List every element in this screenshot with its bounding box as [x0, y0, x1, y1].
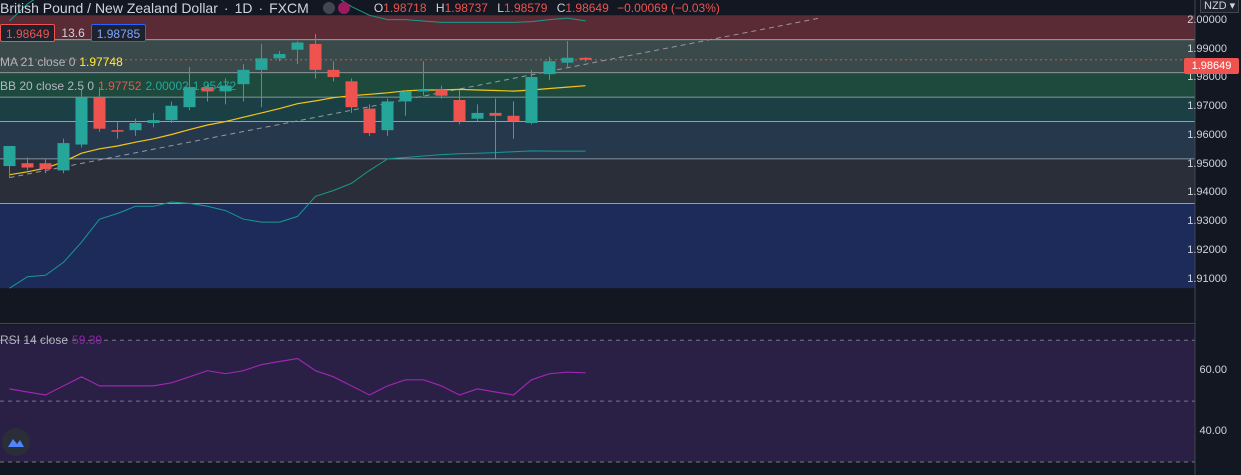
- ma-line: [9, 85, 586, 176]
- candle-body: [219, 85, 232, 92]
- rsi-line: [9, 357, 586, 396]
- zone-band: [0, 121, 1195, 159]
- price-tick-label: 1.91000: [1187, 272, 1227, 285]
- high-value: 1.98737: [444, 1, 488, 15]
- candle-body: [579, 57, 592, 60]
- bb-lower-value: 1.95472: [192, 79, 237, 93]
- candle-body: [201, 87, 214, 92]
- candle-body: [471, 112, 484, 119]
- price-tick-label: 1.99000: [1187, 42, 1227, 55]
- ohlc-readout: O1.98718 H1.98737 L1.98579 C1.98649 −0.0…: [373, 1, 720, 15]
- candle-body: [39, 163, 52, 169]
- candle-body: [561, 57, 574, 63]
- candle-body: [453, 100, 466, 122]
- zone-band: [0, 158, 1195, 204]
- bb-upper-line: [9, 0, 586, 23]
- candle-body: [129, 122, 142, 131]
- price-tick-label: 2.00000: [1187, 14, 1227, 26]
- candle-body: [75, 97, 88, 145]
- bb-lower-line: [9, 150, 586, 289]
- rsi-value: 59.30: [72, 333, 103, 347]
- bb-upper-value: 2.00002: [145, 79, 189, 93]
- candle-body: [507, 115, 520, 122]
- price-tick-label: 1.97000: [1187, 100, 1227, 113]
- candle-body: [57, 143, 70, 171]
- status-dot-icon: [337, 2, 350, 14]
- price-tick-label: 1.94000: [1187, 186, 1227, 199]
- trade-buttons: 1.98649 13.6 1.98785: [0, 24, 147, 42]
- buy-button[interactable]: 1.98785: [90, 24, 147, 42]
- candle-body: [237, 69, 250, 85]
- zone-band: [0, 72, 1195, 98]
- price-tick-label: 1.96000: [1187, 128, 1227, 141]
- candle-body: [525, 77, 538, 123]
- zone-band: [0, 203, 1195, 289]
- ma-value: 1.97748: [79, 55, 123, 69]
- current-price-label: 1.98649: [1184, 58, 1239, 74]
- candle-body: [327, 69, 340, 78]
- candle-body: [489, 112, 502, 116]
- rsi-tick-label: 60.00: [1199, 363, 1227, 376]
- candle-body: [3, 145, 16, 167]
- zone-band: [0, 15, 1195, 40]
- spread-value: 13.6: [61, 26, 85, 40]
- candle-body: [273, 54, 286, 59]
- candle-body: [345, 81, 358, 108]
- candle-body: [435, 89, 448, 96]
- trend-line: [9, 17, 820, 179]
- ma-label: MA 21 close 0: [0, 55, 76, 69]
- candle-body: [147, 120, 160, 123]
- bb-basis-value: 1.97752: [98, 79, 142, 93]
- sell-button[interactable]: 1.98649: [0, 24, 56, 42]
- zone-band: [0, 97, 1195, 122]
- rsi-label: RSI 14 close: [0, 333, 69, 347]
- candle-body: [309, 43, 322, 70]
- timeframe-label[interactable]: 1D: [234, 0, 253, 16]
- price-tick-label: 1.92000: [1187, 243, 1227, 256]
- candle-body: [543, 61, 556, 75]
- price-tick-label: 1.98000: [1187, 71, 1227, 84]
- zone-band: [0, 39, 1195, 73]
- market-open-icon: [322, 2, 335, 14]
- currency-button[interactable]: NZD ▾: [1200, 0, 1240, 13]
- change-value: −0.00069 (−0.03%): [617, 1, 720, 15]
- candle-body: [363, 108, 376, 134]
- ma-legend[interactable]: MA 21 close 0 1.97748: [0, 55, 123, 69]
- candle-body: [255, 58, 268, 70]
- candle-body: [93, 97, 106, 129]
- rsi-tick-label: 40.00: [1199, 424, 1227, 437]
- candle-body: [111, 130, 124, 132]
- price-tick-label: 1.93000: [1187, 215, 1227, 228]
- source-label: FXCM: [269, 0, 309, 16]
- chart-header: British Pound / New Zealand Dollar · 1D …: [0, 0, 720, 16]
- close-value: 1.98649: [565, 1, 609, 15]
- candle-body: [291, 42, 304, 50]
- bb-legend[interactable]: BB 20 close 2.5 0 1.97752 2.00002 1.95472: [0, 79, 236, 93]
- candle-body: [21, 163, 34, 168]
- bb-label: BB 20 close 2.5 0: [0, 79, 95, 93]
- market-status-icons: [322, 2, 350, 14]
- open-value: 1.98718: [383, 1, 427, 15]
- candle-body: [381, 101, 394, 131]
- candle-body: [183, 87, 196, 108]
- candle-body: [399, 91, 412, 102]
- tradingview-logo-icon[interactable]: [2, 428, 30, 456]
- price-tick-label: 1.95000: [1187, 157, 1227, 170]
- symbol-title[interactable]: British Pound / New Zealand Dollar: [0, 0, 218, 16]
- rsi-legend[interactable]: RSI 14 close 59.30: [0, 333, 102, 347]
- candle-body: [417, 89, 430, 92]
- low-value: 1.98579: [503, 1, 548, 15]
- candle-body: [165, 105, 178, 121]
